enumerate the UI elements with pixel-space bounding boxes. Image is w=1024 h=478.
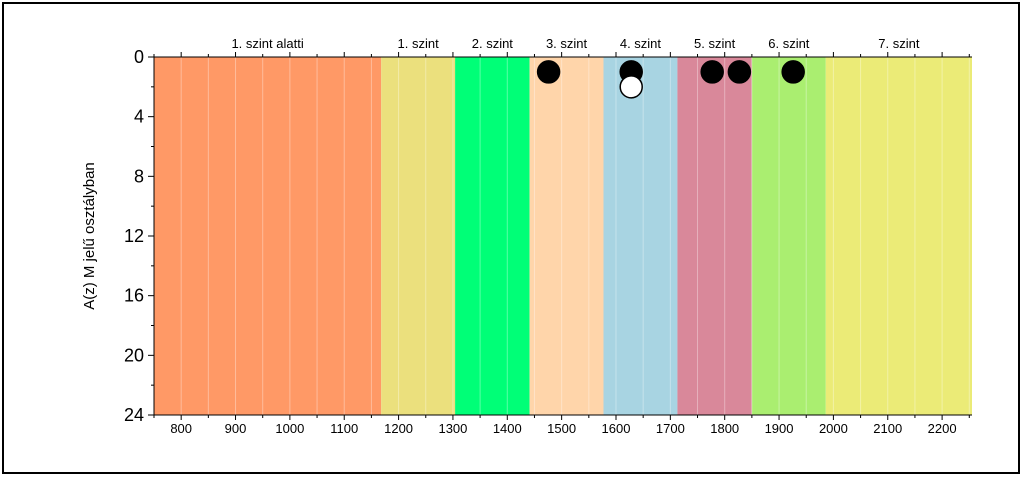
level-band [154,57,382,415]
x-tick-label: 1400 [493,421,522,436]
y-tick-label: 12 [124,226,144,246]
level-label: 2. szint [472,36,514,51]
y-tick-label: 8 [134,166,144,186]
data-point [536,60,561,84]
x-tick-label: 1800 [710,421,739,436]
x-tick-label: 1100 [330,421,358,436]
y-tick-label: 20 [124,345,144,365]
y-tick-label: 4 [134,107,144,127]
level-band [825,57,972,415]
level-label: 3. szint [546,36,588,51]
grid-lines [153,57,970,415]
y-tick-label: 24 [124,405,144,425]
level-band [529,57,604,415]
y-axis-label: A(z) M jelű osztályban [81,162,98,310]
x-tick-label: 2000 [819,421,848,436]
x-tick-label: 1000 [275,421,304,436]
level-label: 1. szint [398,36,440,51]
level-label: 4. szint [620,36,662,51]
x-tick-label: 800 [170,421,192,436]
x-tick-label: 1500 [547,421,576,436]
x-tick-label: 2200 [928,421,957,436]
x-tick-label: 1200 [384,421,413,436]
level-labels: 1. szint alatti 1. szint 2. szint 3. szint 4… [231,36,919,51]
level-label: 1. szint alatti [231,36,303,51]
level-label: 7. szint [878,36,920,51]
y-tick-label: 16 [124,286,144,306]
data-point [781,60,805,84]
x-tick-label: 1600 [602,421,631,436]
data-points [536,60,805,99]
level-label: 5. szint [694,36,736,51]
data-point [700,60,724,84]
level-band [381,57,456,415]
level-band [455,57,530,415]
x-tick-label: 1300 [438,421,467,436]
y-tick-label: 0 [134,47,144,67]
level-band [751,57,826,415]
data-point [727,60,752,84]
x-tick-label: 2100 [873,421,902,436]
x-tick-label: 1700 [656,421,685,436]
level-band [677,57,752,415]
x-tick-label: 1900 [765,421,794,436]
level-label: 6. szint [768,36,810,51]
axes: 800 900 1000 1100 1200 1300 1400 1500 1600 1700 18… [124,47,972,436]
level-bands [154,57,972,415]
level-band [603,57,678,415]
data-point-open [619,75,643,99]
x-tick-label: 900 [225,421,247,436]
